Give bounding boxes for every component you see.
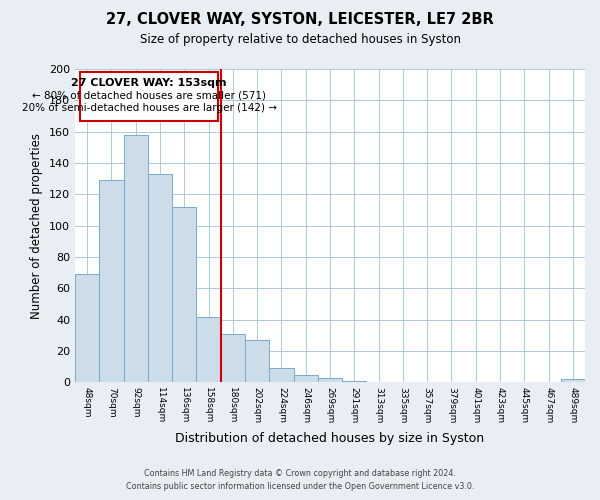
Bar xyxy=(269,368,293,382)
X-axis label: Distribution of detached houses by size in Syston: Distribution of detached houses by size … xyxy=(175,432,485,445)
Bar xyxy=(124,135,148,382)
Bar xyxy=(293,374,318,382)
Bar xyxy=(342,381,367,382)
Y-axis label: Number of detached properties: Number of detached properties xyxy=(31,132,43,318)
Text: ← 80% of detached houses are smaller (571): ← 80% of detached houses are smaller (57… xyxy=(32,91,266,101)
Bar xyxy=(245,340,269,382)
Text: 20% of semi-detached houses are larger (142) →: 20% of semi-detached houses are larger (… xyxy=(22,104,277,114)
Text: 27, CLOVER WAY, SYSTON, LEICESTER, LE7 2BR: 27, CLOVER WAY, SYSTON, LEICESTER, LE7 2… xyxy=(106,12,494,28)
Bar xyxy=(318,378,342,382)
Bar xyxy=(196,316,221,382)
Bar xyxy=(561,380,585,382)
Bar xyxy=(172,207,196,382)
Bar xyxy=(148,174,172,382)
Bar xyxy=(80,72,218,120)
Bar xyxy=(221,334,245,382)
Bar xyxy=(99,180,124,382)
Bar xyxy=(75,274,99,382)
Text: Contains HM Land Registry data © Crown copyright and database right 2024.
Contai: Contains HM Land Registry data © Crown c… xyxy=(126,470,474,491)
Text: 27 CLOVER WAY: 153sqm: 27 CLOVER WAY: 153sqm xyxy=(71,78,227,88)
Text: Size of property relative to detached houses in Syston: Size of property relative to detached ho… xyxy=(139,32,461,46)
